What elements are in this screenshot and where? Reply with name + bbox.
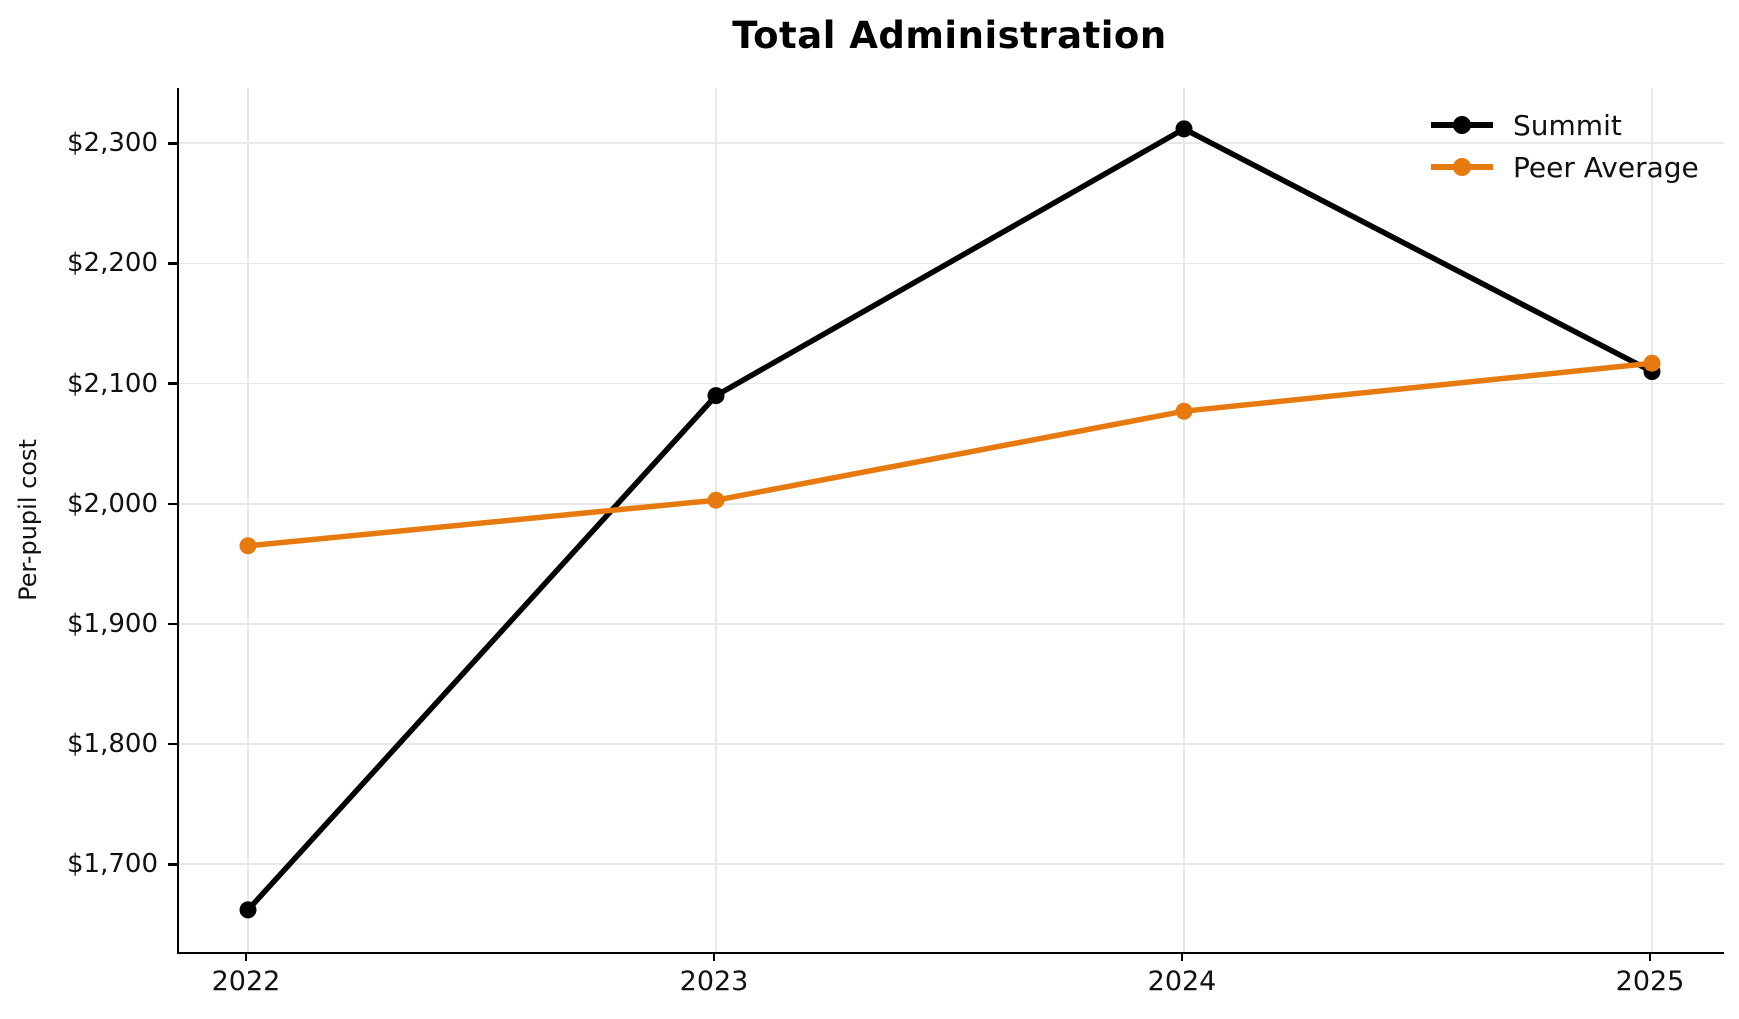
x-tick-mark	[712, 952, 716, 961]
y-tick-label: $2,300	[67, 128, 158, 159]
y-gridline	[179, 382, 1724, 385]
x-tick-mark	[1648, 952, 1652, 961]
y-tick-mark	[168, 863, 177, 866]
y-tick-mark	[168, 502, 177, 506]
y-tick-label: $1,700	[67, 849, 158, 880]
series-line-summit	[245, 126, 1654, 912]
y-tick-label: $1,800	[67, 729, 158, 760]
y-tick-mark	[168, 262, 177, 265]
data-point-peer-average	[239, 537, 257, 555]
x-tick-label: 2024	[1147, 966, 1217, 997]
data-point-peer-average	[1643, 354, 1661, 372]
y-gridline	[179, 863, 1724, 866]
series-line-peer-average	[247, 360, 1653, 549]
x-gridline	[1651, 88, 1653, 952]
legend-label-peer-average: Peer Average	[1513, 150, 1699, 184]
y-gridline	[179, 623, 1724, 625]
chart-title: Total Administration	[732, 14, 1167, 57]
y-tick-mark	[168, 742, 177, 746]
x-tick-label: 2022	[211, 966, 281, 997]
y-tick-mark	[168, 382, 177, 385]
summit-marker-icon	[1453, 116, 1471, 134]
x-tick-mark	[1180, 952, 1184, 961]
y-tick-mark	[168, 142, 177, 145]
x-tick-mark	[244, 952, 248, 961]
x-tick-label: 2025	[1615, 966, 1685, 997]
data-point-summit	[1175, 120, 1193, 138]
y-tick-label: $1,900	[67, 608, 158, 639]
y-gridline	[179, 743, 1724, 745]
legend-label-summit: Summit	[1513, 108, 1622, 142]
peer-average-line-sample	[1431, 158, 1493, 176]
chart-series-canvas	[239, 120, 1661, 919]
y-gridline	[179, 142, 1724, 145]
y-tick-label: $2,200	[67, 248, 158, 279]
x-gridline	[247, 88, 249, 952]
y-tick-mark	[168, 622, 177, 626]
y-gridline	[179, 502, 1724, 505]
y-axis-label: Per-pupil cost	[14, 439, 42, 601]
y-tick-label: $2,000	[67, 488, 158, 519]
x-gridline	[1183, 88, 1185, 952]
data-point-summit	[707, 387, 725, 405]
legend: Summit Peer Average	[1431, 104, 1699, 188]
data-point-summit	[239, 901, 257, 919]
y-tick-label: $2,100	[67, 368, 158, 399]
plot-area	[177, 88, 1724, 954]
data-point-peer-average	[1175, 402, 1193, 420]
legend-item-summit: Summit	[1431, 104, 1699, 146]
x-gridline	[715, 88, 717, 952]
data-point-peer-average	[707, 491, 725, 509]
legend-item-peer-average: Peer Average	[1431, 146, 1699, 188]
summit-line-sample	[1431, 116, 1493, 134]
peer-average-marker-icon	[1453, 158, 1471, 176]
x-tick-label: 2023	[679, 966, 749, 997]
